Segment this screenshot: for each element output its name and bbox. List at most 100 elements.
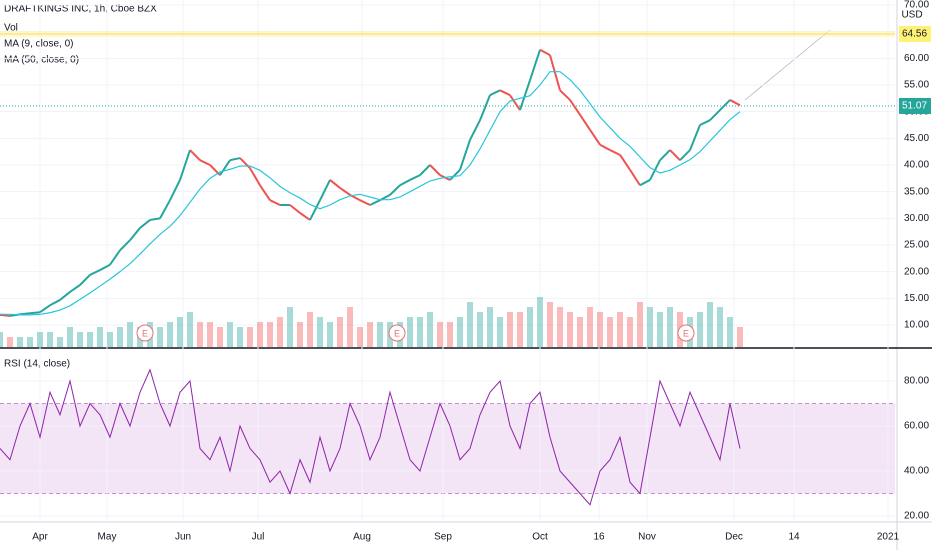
volume-bar — [67, 327, 73, 347]
earnings-label: E — [683, 328, 689, 338]
chart-title: DRAFTKINGS INC, 1h, Cboe BZX — [4, 4, 157, 15]
price-segment — [219, 159, 231, 176]
volume-bar — [177, 317, 183, 347]
volume-bar — [87, 332, 93, 347]
volume-bar — [307, 312, 313, 347]
price-segment — [699, 119, 711, 126]
volume-bar — [157, 327, 163, 347]
volume-bar — [697, 312, 703, 347]
alert-tag — [899, 26, 931, 43]
x-tick-label: 2021 — [877, 532, 900, 543]
rsi-title: RSI (14, close) — [4, 359, 70, 370]
price-segment — [459, 139, 471, 171]
price-segment — [319, 179, 331, 201]
volume-bar — [417, 317, 423, 347]
price-segment — [189, 149, 201, 161]
price-segment — [629, 169, 641, 186]
volume-bar — [567, 312, 573, 347]
price-segment — [329, 179, 341, 189]
price-segment — [359, 199, 371, 206]
volume-bar — [7, 337, 13, 347]
volume-bar — [227, 322, 233, 347]
volume-bar — [0, 332, 3, 347]
price-segment — [149, 217, 161, 221]
volume-bar — [587, 307, 593, 347]
y-tick-label: 30.00 — [904, 213, 929, 224]
y-tick-label: 35.00 — [904, 186, 929, 197]
volume-bar — [377, 322, 383, 347]
y-tick-label: 10.00 — [904, 320, 929, 331]
earnings-marker — [677, 324, 695, 342]
price-segment — [579, 114, 591, 131]
volume-bar — [237, 327, 243, 347]
volume-bar — [207, 322, 213, 347]
earnings-label: E — [394, 328, 400, 338]
price-segment — [109, 249, 121, 266]
volume-bar — [507, 312, 513, 347]
volume-bar — [217, 327, 223, 347]
price-segment — [249, 167, 261, 186]
price-segment — [79, 274, 91, 286]
price-segment — [199, 159, 211, 166]
price-segment — [599, 143, 611, 151]
volume-bar — [27, 337, 33, 347]
price-segment — [129, 227, 141, 241]
price-segment — [529, 49, 541, 81]
volume-bar — [347, 307, 353, 347]
price-segment — [729, 99, 741, 107]
x-tick-label: 16 — [593, 532, 605, 543]
price-segment — [669, 149, 681, 161]
x-tick-label: Dec — [725, 532, 743, 543]
volume-bar — [267, 322, 273, 347]
volume-bar — [737, 327, 743, 347]
x-tick-label: Apr — [32, 532, 48, 543]
price-segment — [679, 149, 691, 161]
volume-bar — [607, 317, 613, 347]
ma-line — [0, 71, 741, 316]
y-tick-label: 60.00 — [904, 421, 929, 432]
price-segment — [289, 204, 301, 214]
y-tick-label: 70.00 — [904, 0, 929, 11]
price-segment — [549, 54, 561, 91]
volume-bar — [727, 317, 733, 347]
volume-bar — [657, 312, 663, 347]
volume-bar — [187, 312, 193, 347]
price-segment — [609, 149, 621, 156]
x-tick-label: May — [98, 532, 117, 543]
x-tick-label: Jul — [252, 532, 265, 543]
price-segment — [719, 99, 731, 111]
price-segment — [689, 124, 701, 151]
volume-bar — [637, 302, 643, 347]
last-price-tag — [899, 97, 931, 114]
price-segment — [159, 199, 171, 219]
price-segment — [49, 299, 61, 307]
price-segment — [269, 199, 281, 206]
last-price-label: 51.07 — [902, 101, 927, 112]
y-tick-label: 80.00 — [904, 376, 929, 387]
volume-bar — [277, 317, 283, 347]
price-segment — [479, 94, 491, 121]
price-segment — [19, 312, 31, 316]
volume-bar — [437, 322, 443, 347]
price-segment — [709, 109, 721, 121]
y-tick-label: 45.00 — [904, 133, 929, 144]
volume-bar — [197, 322, 203, 347]
price-segment — [589, 129, 601, 146]
earnings-marker — [388, 324, 406, 342]
volume-bar — [357, 327, 363, 347]
price-segment — [139, 219, 151, 229]
price-segment — [399, 179, 411, 187]
volume-bar — [667, 307, 673, 347]
volume-bar — [57, 337, 63, 347]
price-segment — [509, 94, 521, 111]
volume-bar — [497, 317, 503, 347]
volume-bar — [537, 297, 543, 347]
y-tick-label: 25.00 — [904, 240, 929, 251]
legend-entry: Vol — [4, 23, 18, 34]
price-segment — [309, 199, 321, 221]
y-tick-label: 20.00 — [904, 266, 929, 277]
volume-bar — [427, 312, 433, 347]
x-tick-label: Jun — [175, 532, 191, 543]
